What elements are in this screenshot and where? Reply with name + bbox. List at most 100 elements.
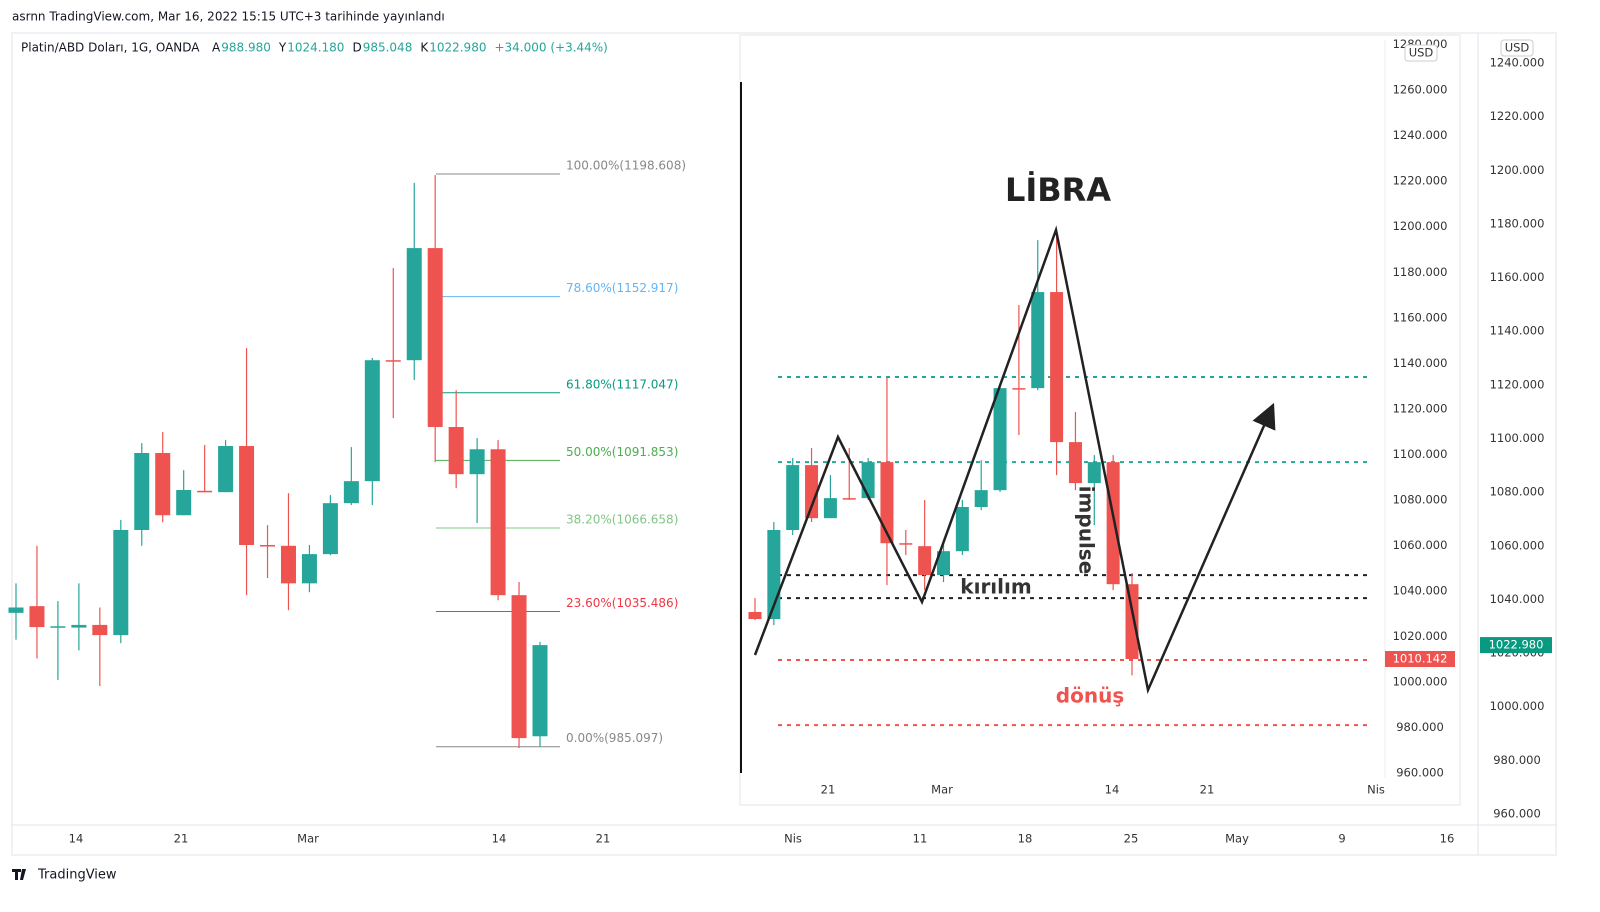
annotation: dönüş	[1056, 684, 1124, 708]
x-tick-label: 21	[1200, 783, 1215, 797]
symbol: Platin/ABD Doları, 1G, OANDA	[21, 41, 200, 55]
main-chart: 1240.000 1220.000 1200.000 1180.000 1160.000…	[8, 39, 1552, 846]
x-tick-label: 21	[596, 832, 611, 846]
x-tick-label: 11	[913, 832, 928, 846]
candle-body	[937, 551, 950, 576]
y-tick-label: 1040.000	[1393, 584, 1448, 598]
y-tick-label: 1120.000	[1490, 377, 1545, 391]
currency-badge	[1500, 39, 1534, 57]
candle-body	[880, 462, 894, 544]
candle-body	[301, 554, 317, 584]
currency: USD	[1409, 46, 1434, 60]
y-tick-label: 1260.000	[1393, 83, 1448, 97]
ohlc-value: 1022.980	[429, 41, 486, 55]
ohlc-key: K	[420, 41, 429, 55]
ohlc-value: 985.048	[363, 41, 413, 55]
candle-body	[343, 481, 359, 504]
y-tick-label: 1180.000	[1490, 216, 1545, 230]
candle-body	[280, 545, 296, 584]
candle-body	[197, 490, 213, 493]
y-tick-label: 1220.000	[1393, 174, 1448, 188]
candle-body	[155, 453, 171, 516]
fib-label: 100.00%(1198.608)	[566, 159, 686, 173]
ohlc-key: A	[212, 41, 221, 55]
candle-body	[532, 645, 548, 737]
candle-body	[748, 611, 762, 620]
published: asrnn TradingView.com, Mar 16, 2022 15:1…	[12, 10, 445, 24]
fib-label: 0.00%(985.097)	[566, 731, 663, 745]
price-badge-label: 1010.142	[1393, 652, 1448, 666]
candle-body	[1125, 584, 1139, 660]
candle-body	[322, 503, 338, 555]
candle-body	[899, 543, 913, 545]
candle-body	[113, 529, 129, 636]
y-tick-label: 1100.000	[1490, 431, 1545, 445]
y-tick-label: 1020.000	[1393, 629, 1448, 643]
y-tick-label: 1140.000	[1393, 356, 1448, 370]
ohlc-value: 988.980	[221, 41, 271, 55]
y-tick-label: 1080.000	[1490, 485, 1545, 499]
candle-body	[974, 490, 988, 508]
y-tick-label: 1000.000	[1393, 675, 1448, 689]
y-tick-label: 1000.000	[1490, 699, 1545, 713]
candle-body	[239, 446, 255, 545]
inset-frame	[739, 34, 1461, 806]
candle-body	[406, 248, 422, 361]
candle-body	[50, 626, 66, 628]
currency-badge	[1404, 44, 1438, 62]
candle-body	[448, 426, 464, 475]
candle-body	[469, 449, 485, 475]
x-tick-label: Mar	[297, 832, 319, 846]
x-tick-label: 14	[69, 832, 84, 846]
candle-body	[1068, 442, 1082, 484]
y-tick-label: 1180.000	[1393, 265, 1448, 279]
x-tick-label: 25	[1124, 832, 1139, 846]
candle-body	[1087, 462, 1101, 484]
x-tick-label: Mar	[931, 783, 953, 797]
brand: TradingView	[37, 868, 117, 883]
candle-body	[260, 544, 276, 547]
y-tick-label: 960.000	[1396, 766, 1444, 780]
y-tick-label: 1240.000	[1490, 56, 1545, 70]
x-tick-label: Nis	[1367, 783, 1385, 797]
y-tick-label: 960.000	[1493, 807, 1541, 821]
candle-body	[364, 360, 380, 482]
y-tick-label: 980.000	[1493, 753, 1541, 767]
x-tick-label: 16	[1440, 832, 1455, 846]
candle-body	[218, 446, 234, 493]
candle-body	[427, 248, 443, 427]
candle-body	[1106, 462, 1120, 585]
x-tick-label: 21	[821, 783, 836, 797]
y-tick-label: 1140.000	[1490, 324, 1545, 338]
y-tick-label: 1100.000	[1393, 447, 1448, 461]
fib-label: 38.20%(1066.658)	[566, 512, 678, 526]
candle-body	[861, 462, 875, 499]
candle-body	[842, 498, 856, 500]
fib-label: 61.80%(1117.047)	[566, 377, 678, 391]
y-tick-label: 1160.000	[1490, 270, 1545, 284]
y-tick-label: 1120.000	[1393, 401, 1448, 415]
y-tick-label: 1040.000	[1490, 592, 1545, 606]
candle-body	[1031, 292, 1045, 389]
y-tick-label: 1200.000	[1393, 219, 1448, 233]
candle-body	[134, 453, 150, 530]
x-tick-label: 14	[492, 832, 507, 846]
candle-body	[8, 607, 24, 613]
x-tick-label: Nis	[784, 832, 802, 846]
inset-chart: 1280.0001260.0001240.0001220.0001200.000…	[748, 37, 1455, 797]
logo	[12, 869, 26, 880]
ohlc-value: 1024.180	[287, 41, 344, 55]
y-tick-label: 980.000	[1396, 720, 1444, 734]
candle-body	[1050, 292, 1064, 443]
candle-body	[823, 498, 837, 519]
price-badge	[1480, 637, 1552, 654]
x-tick-label: 21	[174, 832, 189, 846]
price-badge	[1385, 651, 1455, 668]
candle-body	[176, 490, 192, 516]
candle-body	[29, 606, 45, 628]
pattern-zigzag	[753, 225, 1276, 695]
candle-body	[490, 449, 506, 596]
fib-label: 23.60%(1035.486)	[566, 596, 678, 610]
y-tick-label: 1060.000	[1393, 538, 1448, 552]
